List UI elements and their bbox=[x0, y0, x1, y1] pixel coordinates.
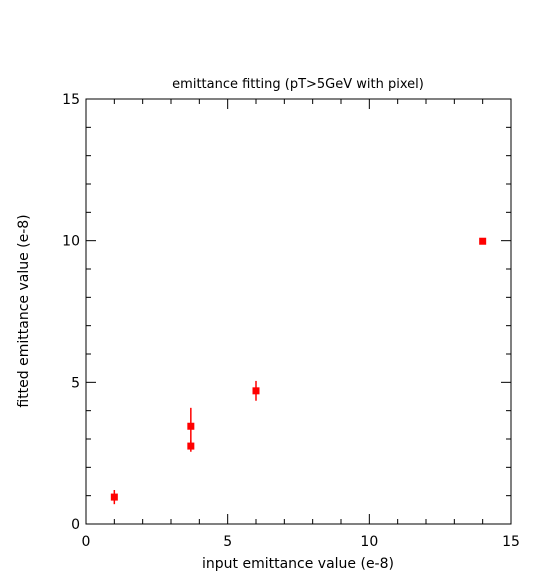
y-tick-label: 15 bbox=[62, 92, 80, 108]
x-tick-label: 10 bbox=[360, 534, 378, 550]
tick-labels: 0 5 10 15 0 5 10 15 bbox=[62, 92, 520, 550]
y-tick-label: 10 bbox=[62, 234, 80, 250]
y-tick-label: 5 bbox=[71, 375, 80, 391]
x-axis-label: input emittance value (e-8) bbox=[202, 556, 394, 572]
x-tick-label: 15 bbox=[502, 534, 520, 550]
x-tick-label: 5 bbox=[223, 534, 232, 550]
data-point bbox=[110, 493, 118, 501]
y-axis-label: fitted emittance value (e-8) bbox=[16, 214, 32, 407]
data-point bbox=[187, 442, 195, 450]
data-point bbox=[187, 422, 195, 430]
chart-title: emittance fitting (pT>5GeV with pixel) bbox=[172, 77, 424, 92]
data-point bbox=[479, 237, 487, 245]
plot-frame bbox=[85, 98, 512, 525]
data-points bbox=[110, 237, 487, 505]
axis-ticks bbox=[85, 98, 512, 525]
data-point bbox=[252, 387, 260, 395]
x-tick-label: 0 bbox=[82, 534, 91, 550]
y-tick-label: 0 bbox=[71, 517, 80, 533]
